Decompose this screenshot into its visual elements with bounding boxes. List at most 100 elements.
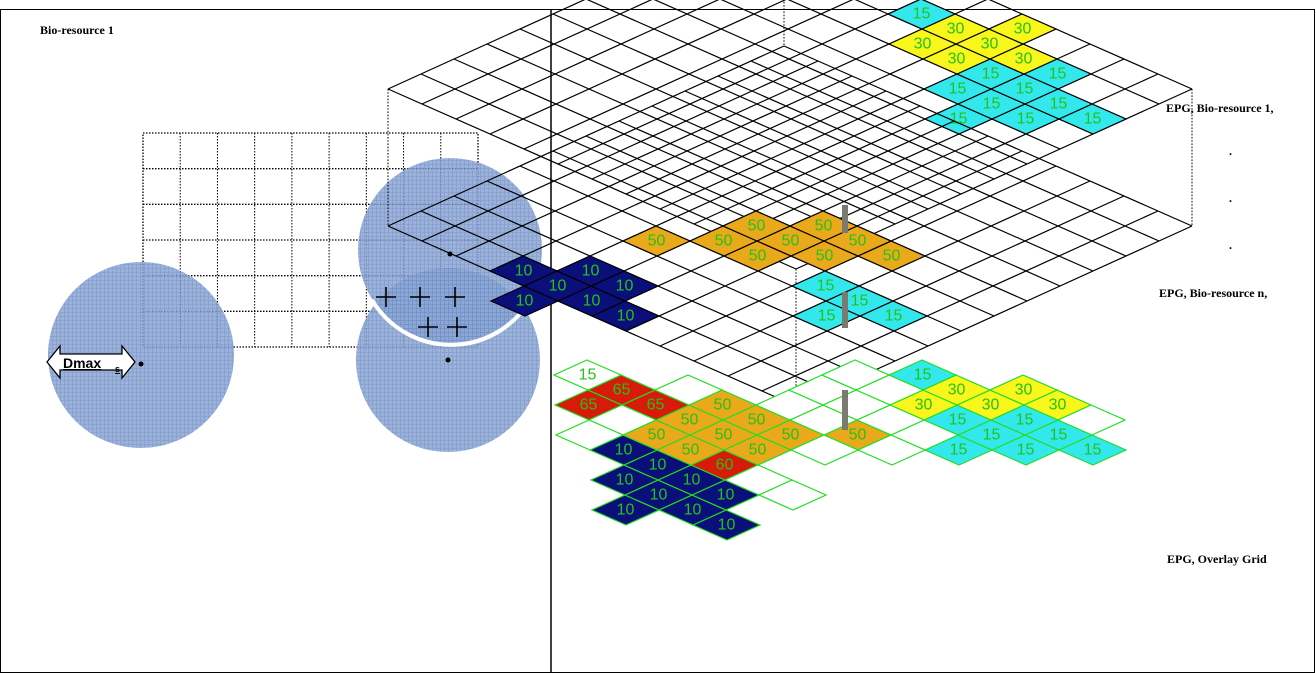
- cell-value: 15: [1017, 442, 1035, 459]
- cell-value: 50: [648, 427, 666, 444]
- epg-layer: 15 15 15 15 15 15 15 30 30 30 30 30 15 10 10 10 10 10 10 10…: [552, 359, 1128, 541]
- grid-cell-empty: [554, 419, 625, 451]
- cell-value: 10: [516, 293, 534, 310]
- cell-value: 15: [982, 66, 1000, 83]
- cell-value: 65: [613, 382, 631, 399]
- cell-value: 30: [948, 51, 966, 68]
- layer-grid-line: [421, 60, 819, 242]
- cell-value: 15: [914, 367, 932, 384]
- cell-value: 15: [913, 6, 931, 23]
- cell-value: 65: [647, 397, 665, 414]
- cell-value: 15: [949, 412, 967, 429]
- cell-value: 50: [748, 412, 766, 429]
- cell-value: 15: [817, 278, 835, 295]
- grid-cell-empty: [820, 359, 891, 391]
- layer-grid-line: [988, 0, 1193, 90]
- cell-value: 15: [950, 442, 968, 459]
- grid-cell-navy: [488, 255, 559, 287]
- cell-value: 50: [749, 248, 767, 265]
- cell-value: 10: [549, 278, 567, 295]
- ellipsis-dot-1: .: [1229, 144, 1232, 158]
- ellipsis-dot-2: .: [1229, 191, 1232, 205]
- cell-value: 60: [716, 457, 734, 474]
- cell-value: 30: [1014, 21, 1032, 38]
- intersection-marker: [447, 317, 467, 337]
- cell-value: 15: [885, 308, 903, 325]
- cell-value: 15: [1016, 412, 1034, 429]
- intersection-marker: [445, 287, 465, 307]
- cell-value: 15: [1016, 81, 1034, 98]
- cell-value: 10: [582, 263, 600, 280]
- cell-value: 30: [1015, 382, 1033, 399]
- cell-value: 30: [948, 382, 966, 399]
- dmax-label: Dmax: [63, 355, 101, 371]
- cell-value: 50: [883, 248, 901, 265]
- cell-value: 15: [983, 96, 1001, 113]
- cell-value: 15: [579, 367, 597, 384]
- source-point-bottom-right: [445, 357, 451, 363]
- cell-value: 50: [782, 233, 800, 250]
- epg-layer: 15 15 15 15 50 50 50 50 50 50 50 50 50 10 10 10 10 10 10 10: [387, 45, 1193, 407]
- cell-value: 15: [1049, 66, 1067, 83]
- dmax-arrow: Dmax s: [46, 344, 136, 380]
- cell-value: 10: [515, 263, 533, 280]
- cell-value: 15: [949, 81, 967, 98]
- layer-grid-line: [489, 0, 787, 135]
- layer-label-top: EPG, Bio-resource 1,: [1166, 101, 1274, 115]
- grid-cell-cyan: [886, 0, 957, 30]
- intersection-markers: [376, 287, 467, 337]
- layer-grid-line: [455, 75, 853, 257]
- cell-value: 15: [1017, 111, 1035, 128]
- layer-label-middle: EPG, Bio-resource n,: [1159, 286, 1267, 300]
- cell-value: 50: [714, 397, 732, 414]
- cell-value: 10: [616, 278, 634, 295]
- cell-value: 50: [648, 233, 666, 250]
- catchment-circle-left: [48, 262, 234, 448]
- grid-cell-white: [552, 359, 623, 391]
- cell-value: 30: [1015, 51, 1033, 68]
- layer-label-bottom: EPG, Overlay Grid: [1167, 552, 1267, 566]
- cell-value: 30: [915, 397, 933, 414]
- right-panel: 15 15 15 15 15 15 15 15 15 30 30 30 30 30 30 15 15 15 15 15…: [387, 0, 1274, 566]
- intersection-marker: [410, 287, 430, 307]
- grid-cell-yellow: [988, 374, 1059, 406]
- cell-value: 15: [818, 308, 836, 325]
- grid-cell-orange: [621, 225, 692, 257]
- cell-value: 30: [947, 21, 965, 38]
- cell-value: 15: [1050, 427, 1068, 444]
- dmax-subscript: s: [115, 364, 120, 374]
- cell-value: 50: [815, 218, 833, 235]
- cell-value: 50: [816, 248, 834, 265]
- cell-value: 15: [1050, 96, 1068, 113]
- cell-value: 50: [749, 442, 767, 459]
- layer-grid-line: [750, 60, 1160, 242]
- cell-value: 10: [683, 472, 701, 489]
- cell-value: 65: [580, 397, 598, 414]
- layer-grid-line: [421, 0, 653, 105]
- stack-connector-3: [842, 390, 848, 430]
- layer-grid-line: [455, 0, 720, 120]
- grid-cell-empty: [1056, 404, 1127, 436]
- stack-connector-1: [842, 205, 848, 233]
- cell-value: 50: [682, 442, 700, 459]
- intersection-marker: [376, 287, 396, 307]
- cell-value: 50: [748, 218, 766, 235]
- cell-value: 10: [617, 502, 635, 519]
- layer-grid-line: [523, 0, 854, 150]
- cell-value: 50: [681, 412, 699, 429]
- cell-value: 30: [1049, 397, 1067, 414]
- ellipsis-dot-3: .: [1229, 238, 1232, 252]
- layer-grid-line: [387, 0, 586, 90]
- cell-value: 50: [782, 427, 800, 444]
- cell-value: 15: [1084, 111, 1102, 128]
- cell-value: 10: [583, 293, 601, 310]
- cell-value: 10: [718, 517, 736, 534]
- intersection-marker: [418, 317, 438, 337]
- cell-value: 15: [950, 111, 968, 128]
- cell-value: 10: [684, 502, 702, 519]
- cell-value: 15: [1084, 442, 1102, 459]
- cell-value: 15: [983, 427, 1001, 444]
- epg-layer: 15 15 15 15 15 15 15 15 15 30 30 30 30 30 30 15: [387, 0, 1193, 270]
